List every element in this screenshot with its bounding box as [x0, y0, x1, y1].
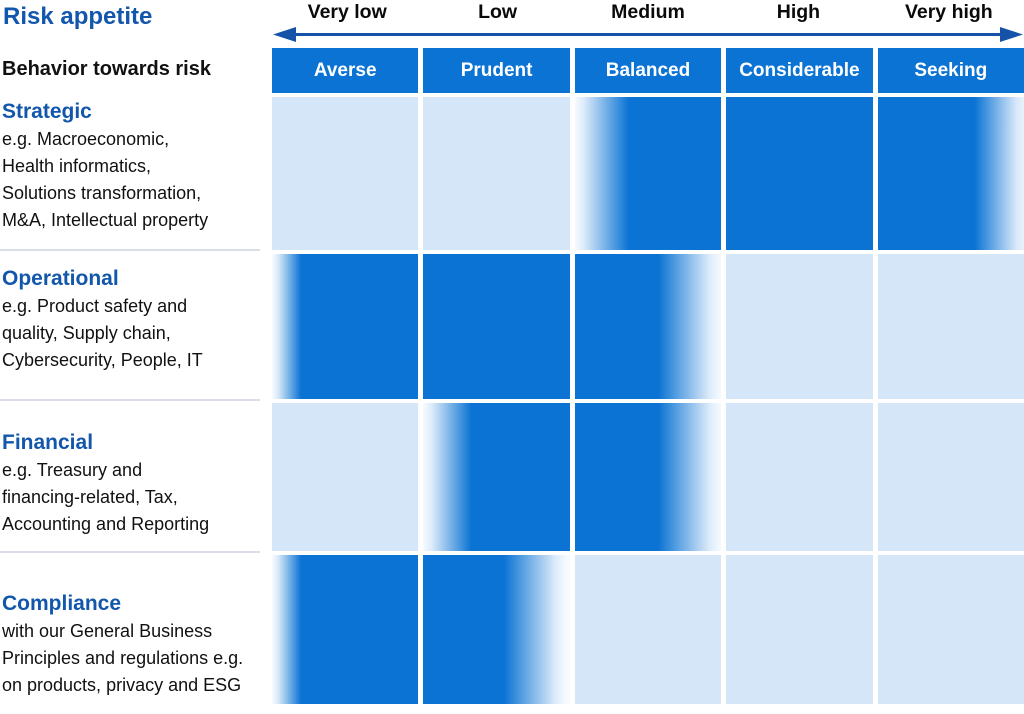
category-financial-desc-line: financing-related, Tax,: [2, 487, 178, 507]
matrix-cell-operational-considerable: [726, 254, 873, 399]
category-operational-desc-line: Cybersecurity, People, IT: [2, 350, 203, 370]
matrix-cell-financial-averse: [272, 403, 419, 551]
matrix-cell-operational-prudent: [423, 254, 570, 399]
category-strategic-heading: Strategic: [2, 100, 92, 123]
scale-label-very-high: Very high: [904, 1, 993, 23]
matrix-cell-strategic-averse: [272, 97, 419, 250]
category-operational: Operational e.g. Product safety and qual…: [2, 264, 268, 374]
section-divider: [0, 249, 260, 251]
matrix-cell-financial-seeking: [877, 403, 1024, 551]
section-divider: [0, 551, 260, 553]
category-strategic-desc-line: Health informatics,: [2, 156, 152, 176]
behavior-header-averse: Averse: [272, 48, 419, 93]
scale-label-very-low: Very low: [307, 1, 387, 23]
page-title: Risk appetite: [3, 3, 153, 30]
scale-label-high: High: [776, 1, 821, 23]
category-compliance-desc-line: on products, privacy and ESG: [2, 675, 242, 695]
scale-label-low: Low: [478, 1, 518, 23]
matrix-cell-compliance-prudent: [423, 555, 570, 704]
matrix-cell-operational-averse: [272, 254, 419, 399]
category-financial: Financial e.g. Treasury and financing-re…: [2, 428, 268, 538]
matrix-cell-financial-prudent: [423, 403, 570, 551]
matrix-cell-compliance-balanced: [574, 555, 722, 704]
category-financial-desc-line: Accounting and Reporting: [2, 514, 210, 534]
matrix-cell-strategic-considerable: [726, 97, 873, 250]
matrix-cell-financial-considerable: [726, 403, 873, 551]
matrix-cell-compliance-averse: [272, 555, 419, 704]
risk-scale-labels: Very low Low Medium High Very high: [272, 1, 1024, 24]
category-compliance-heading: Compliance: [2, 592, 122, 615]
matrix-cell-strategic-prudent: [423, 97, 570, 250]
behavior-header-considerable: Considerable: [726, 48, 873, 93]
behavior-header-balanced: Balanced: [574, 48, 722, 93]
category-compliance: Compliance with our General Business Pri…: [2, 589, 268, 699]
behavior-header-prudent: Prudent: [423, 48, 570, 93]
matrix-cell-strategic-seeking: [877, 97, 1024, 250]
matrix-cell-financial-balanced: [574, 403, 722, 551]
category-strategic-desc-line: M&A, Intellectual property: [2, 210, 209, 230]
category-strategic: Strategic e.g. Macroeconomic, Health inf…: [2, 97, 268, 234]
risk-scale-arrow-icon: [272, 26, 1024, 43]
section-divider: [0, 399, 260, 401]
category-operational-desc-line: e.g. Product safety and: [2, 296, 188, 316]
category-strategic-desc-line: e.g. Macroeconomic,: [2, 129, 170, 149]
category-financial-heading: Financial: [2, 431, 94, 454]
matrix-cell-compliance-seeking: [877, 555, 1024, 704]
category-operational-desc-line: quality, Supply chain,: [2, 323, 171, 343]
scale-label-medium: Medium: [611, 1, 685, 23]
category-strategic-desc-line: Solutions transformation,: [2, 183, 202, 203]
matrix-cell-compliance-considerable: [726, 555, 873, 704]
matrix-grid: Averse Prudent Balanced Considerable See…: [272, 48, 1024, 704]
matrix-cell-operational-balanced: [574, 254, 722, 399]
category-operational-heading: Operational: [2, 267, 119, 290]
matrix-cell-operational-seeking: [877, 254, 1024, 399]
category-compliance-desc-line: with our General Business: [2, 621, 213, 641]
behavior-towards-risk-label: Behavior towards risk: [2, 58, 211, 80]
category-financial-desc-line: e.g. Treasury and: [2, 460, 143, 480]
category-compliance-desc-line: Principles and regulations e.g.: [2, 648, 244, 668]
behavior-header-seeking: Seeking: [877, 48, 1024, 93]
matrix-cell-strategic-balanced: [574, 97, 722, 250]
